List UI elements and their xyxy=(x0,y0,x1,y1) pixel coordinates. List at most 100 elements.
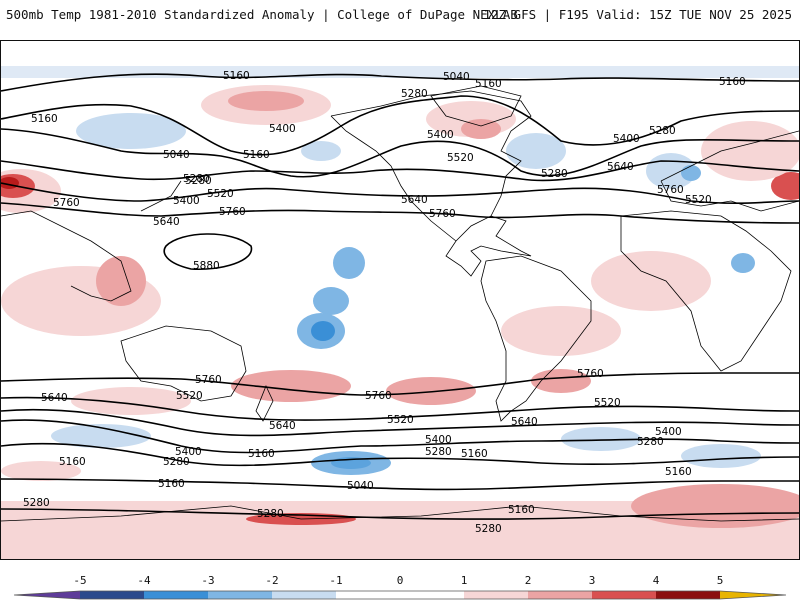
contour-label: 5520 xyxy=(176,390,203,402)
warm-anomaly xyxy=(71,387,191,415)
contour-label: 5400 xyxy=(269,123,296,135)
colorbar-tick: 1 xyxy=(460,574,468,587)
contour-label: 5880 xyxy=(193,260,220,272)
contour-label: 5760 xyxy=(657,184,684,196)
colorbar-swatch xyxy=(464,591,528,599)
contour-line xyxy=(1,95,799,156)
warm-anomaly xyxy=(231,370,351,402)
cold-anomaly xyxy=(333,247,365,279)
colorbar-svg xyxy=(13,590,787,600)
colorbar-swatch xyxy=(144,591,208,599)
contour-label: 5280 xyxy=(649,125,676,137)
polar-band xyxy=(1,66,799,78)
colorbar-tick: 0 xyxy=(396,574,404,587)
cold-anomaly xyxy=(76,113,186,149)
contour-label: 5160 xyxy=(31,113,58,125)
warm-anomaly xyxy=(531,369,591,393)
contour-label: 5520 xyxy=(447,152,474,164)
asia-outline xyxy=(1,180,182,302)
colorbar-swatch xyxy=(14,591,80,599)
contour-label: 5760 xyxy=(365,390,392,402)
colorbar-swatch xyxy=(528,591,592,599)
contour-label: 5400 xyxy=(175,446,202,458)
coastlines xyxy=(1,85,799,522)
contour-line xyxy=(1,508,799,520)
contour-labels: 5160 5040 5160 5160 5280 5160 5400 5040 … xyxy=(23,70,746,535)
contour-label: 5280 xyxy=(475,523,502,535)
cold-anomaly xyxy=(681,165,701,181)
contour-line xyxy=(1,372,799,396)
contour-label: 5280 xyxy=(23,497,50,509)
colorbar-tick: 3 xyxy=(588,574,596,587)
antarctica-outline xyxy=(1,505,799,522)
contour-line xyxy=(1,478,799,491)
contour-line xyxy=(1,182,799,205)
model-run-info: 12Z GFS | F195 Valid: 15Z TUE NOV 25 202… xyxy=(483,7,792,22)
contour-label: 5280 xyxy=(163,456,190,468)
cold-anomaly xyxy=(506,133,566,169)
contour-label: 5520 xyxy=(685,194,712,206)
colorbar-swatch xyxy=(656,591,720,599)
warm-anomaly xyxy=(771,172,799,200)
contour-line xyxy=(1,160,799,182)
colorbar-tick: -2 xyxy=(265,574,279,587)
contour-label: 5160 xyxy=(223,70,250,82)
colorbar-swatch xyxy=(336,591,400,599)
new-zealand-outline xyxy=(255,384,274,422)
contour-label: 5640 xyxy=(607,161,634,173)
cold-anomaly xyxy=(311,321,335,341)
colorbar-swatch xyxy=(720,591,786,599)
contour-label: 5160 xyxy=(461,448,488,460)
contour-label: 5640 xyxy=(269,420,296,432)
map-svg[interactable]: 5160 5040 5160 5160 5280 5160 5400 5040 … xyxy=(1,41,799,559)
contour-label: 5400 xyxy=(655,426,682,438)
cold-anomaly xyxy=(681,444,761,468)
warm-anomaly xyxy=(701,121,799,181)
contour-label: 5520 xyxy=(207,188,234,200)
contour-label: 5160 xyxy=(719,76,746,88)
contour-label: 5760 xyxy=(577,368,604,380)
contour-label: 5640 xyxy=(41,392,68,404)
contour-label: 5400 xyxy=(425,434,452,446)
colorbar-tick: -5 xyxy=(73,574,87,587)
contour-label: 5160 xyxy=(665,466,692,478)
contour-label: 5160 xyxy=(475,78,502,90)
warm-anomaly xyxy=(96,256,146,306)
contour-label: 5160 xyxy=(59,456,86,468)
contour-label: 5040 xyxy=(443,71,470,83)
colorbar-tick: -4 xyxy=(137,574,151,587)
map-panel[interactable]: 5160 5040 5160 5160 5280 5160 5400 5040 … xyxy=(0,40,800,560)
colorbar-swatch xyxy=(208,591,272,599)
contour-label: 5640 xyxy=(153,216,180,228)
contour-label: 5280 xyxy=(401,88,428,100)
colorbar: -5 -4 -3 -2 -1 0 1 2 3 4 5 xyxy=(0,560,800,600)
contour-label: 5280 xyxy=(425,446,452,458)
contour-label: 5760 xyxy=(53,197,80,209)
colorbar-tick: 5 xyxy=(716,574,724,587)
contour-label: 5280 xyxy=(541,168,568,180)
contour-line xyxy=(1,419,799,454)
contour-label: 5280 xyxy=(637,436,664,448)
contour-label: 5400 xyxy=(427,129,454,141)
warm-anomaly xyxy=(461,119,501,139)
north-america-outline xyxy=(330,90,532,277)
contour-line xyxy=(1,73,799,92)
contour-label: 5280 xyxy=(185,175,212,187)
warm-anomaly xyxy=(591,251,711,311)
contour-line xyxy=(1,128,799,178)
contour-label: 5640 xyxy=(511,416,538,428)
contour-label: 5280 xyxy=(183,173,210,185)
colorbar-swatches xyxy=(13,590,787,600)
south-america-outline xyxy=(480,255,592,422)
contour-line xyxy=(1,442,799,467)
contour-label: 5040 xyxy=(163,149,190,161)
contour-line xyxy=(1,202,799,224)
contour-label: 5160 xyxy=(158,478,185,490)
colorbar-swatch xyxy=(80,591,144,599)
australia-outline xyxy=(120,325,247,402)
colorbar-tick: 2 xyxy=(524,574,532,587)
height-contours xyxy=(1,73,799,520)
contour-label: 5640 xyxy=(401,194,428,206)
colorbar-tick: -3 xyxy=(201,574,215,587)
contour-label: 5760 xyxy=(429,208,456,220)
